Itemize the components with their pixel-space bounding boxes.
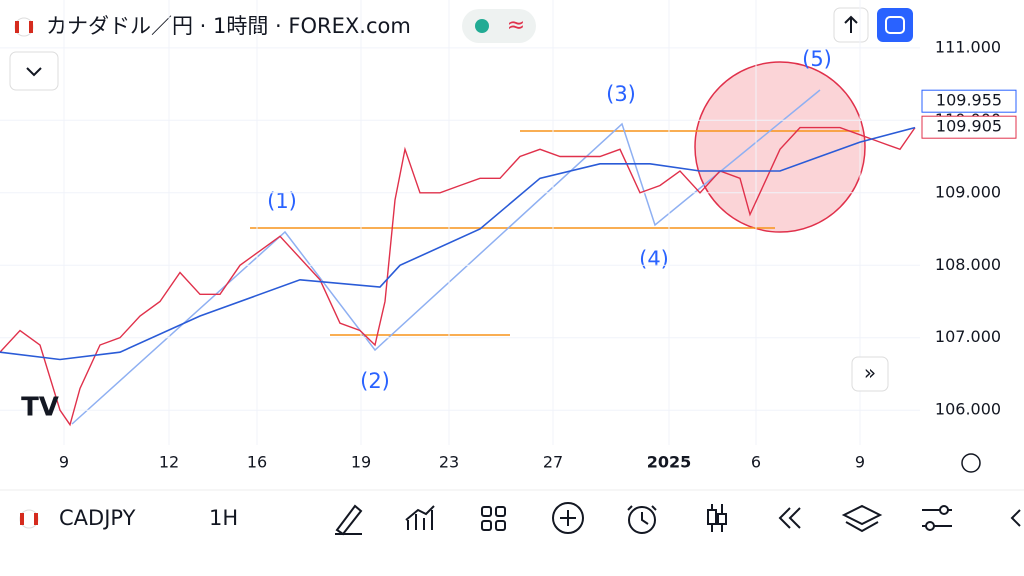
toolbar-icons[interactable] [335,502,1021,536]
x-tick-label: 19 [351,453,371,472]
price-tag [921,89,1017,113]
toolbar-interval[interactable]: 1H [209,506,238,530]
y-tick-label: 109.000 [935,182,1001,201]
up-icon [844,15,858,33]
logo: TV [21,393,59,423]
price-tag [921,115,1017,139]
fullscreen-button[interactable] [877,8,913,42]
wave-label: (5) [802,47,832,71]
series-line [0,126,916,361]
scroll-icon: » [864,361,876,385]
x-tick-label: 2025 [647,453,692,472]
scroll-button[interactable] [851,356,889,392]
y-tick-label: 108.000 [935,255,1001,274]
x-tick-label: 23 [439,453,459,472]
flag-icon [15,21,19,33]
x-tick-label: 12 [159,453,179,472]
settings-icon[interactable] [961,453,981,473]
fullscreen-icon [885,16,905,34]
highlight-circle [694,61,866,233]
flag-icon [20,513,24,525]
series-line [0,126,916,427]
x-tick-label: 16 [247,453,267,472]
collapse-button[interactable] [9,51,59,91]
chevron [26,67,42,77]
wave-label: (2) [360,369,390,393]
price-tag-label: 109.905 [936,117,1002,136]
x-tick-label: 27 [543,453,563,472]
status-pill[interactable] [462,9,536,43]
support-lines [250,130,860,336]
y-tick-label: 111.000 [935,37,1001,56]
wave-label: (4) [639,247,669,271]
flag-icon [34,513,38,525]
toolbar-symbol[interactable]: CADJPY [59,506,136,530]
price-tag-label: 109.955 [936,91,1002,110]
flag-icon [29,21,33,33]
wave-lines [71,89,821,425]
x-tick-label: 9 [855,453,865,472]
x-tick-label: 9 [59,453,69,472]
y-tick-label: 106.000 [935,400,1001,419]
header-title: カナダドル／円 · 1時間 · FOREX.com [46,14,411,38]
wave-label: (3) [606,82,636,106]
plot: 106.000107.000108.000109.000110.000111.0… [0,0,1017,472]
y-tick-label: 107.000 [935,327,1001,346]
x-tick-label: 6 [751,453,761,472]
status-icon: ≈ [507,13,525,38]
status-dot [475,19,489,33]
